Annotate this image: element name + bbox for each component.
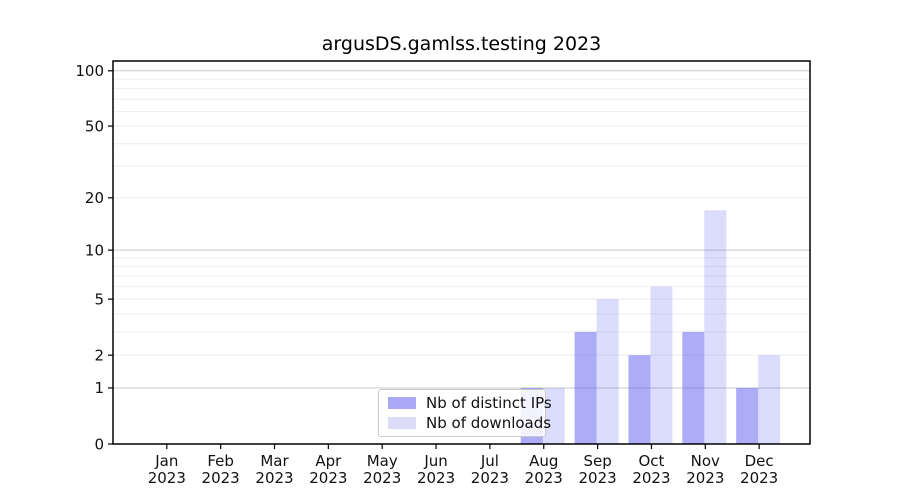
x-tick-label-year: 2023 [255,469,293,487]
legend-item-downloads: Nb of downloads [388,415,551,431]
bar-downloads-nov [704,210,727,444]
bar-downloads-aug [542,387,565,444]
x-tick-label-year: 2023 [202,469,240,487]
y-tick-label: 1 [94,379,104,397]
bar-distinct-ips-nov [682,331,705,444]
legend-label-distinct-ips: Nb of distinct IPs [426,393,552,412]
x-tick-label-year: 2023 [309,469,347,487]
legend-item-distinct-ips: Nb of distinct IPs [388,395,552,411]
plot-border [112,60,811,445]
x-tick-label-year: 2023 [525,469,563,487]
chart-title: argusDS.gamlss.testing 2023 [321,33,602,55]
y-tick-label: 20 [85,189,104,207]
x-tick-label-year: 2023 [579,469,617,487]
y-tick-label: 10 [85,241,104,259]
x-tick-label-month: Jul [480,452,499,470]
x-tick-label-month: Oct [638,452,664,470]
x-tick-label-year: 2023 [363,469,401,487]
y-tick-label: 0 [94,435,104,453]
y-tick-label: 2 [94,346,104,364]
legend-swatch-downloads [388,417,416,429]
x-tick-label-year: 2023 [740,469,778,487]
x-tick-label-month: Dec [745,452,774,470]
bar-downloads-sep [596,299,619,444]
legend-label-downloads: Nb of downloads [426,413,552,432]
x-tick-label-month: Nov [691,452,720,470]
y-tick-label: 5 [94,290,104,308]
y-tick-label: 100 [75,62,104,80]
bar-distinct-ips-sep [574,331,597,444]
x-tick-label-month: Mar [260,452,289,470]
x-tick-label-month: Feb [207,452,234,470]
bar-distinct-ips-dec [736,387,759,444]
x-tick-label-month: Jun [423,452,447,470]
x-tick-label-year: 2023 [632,469,670,487]
x-tick-label-year: 2023 [686,469,724,487]
y-tick-label: 50 [85,117,104,135]
x-tick-label-month: May [367,452,398,470]
legend: Nb of distinct IPs Nb of downloads [378,389,552,437]
x-tick-label-month: Sep [583,452,611,470]
bar-distinct-ips-oct [628,355,651,444]
x-tick-label-year: 2023 [148,469,186,487]
x-tick-label-month: Aug [529,452,558,470]
x-tick-label-month: Jan [154,452,178,470]
legend-swatch-distinct-ips [388,397,416,409]
x-tick-label-month: Apr [315,452,342,470]
x-tick-label-year: 2023 [417,469,455,487]
x-tick-label-year: 2023 [471,469,509,487]
bar-downloads-oct [650,286,673,444]
bar-downloads-dec [758,355,781,444]
